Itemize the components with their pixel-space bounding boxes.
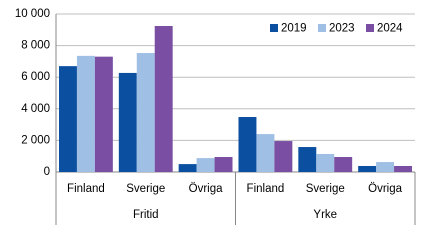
bar <box>136 53 155 172</box>
y-tick-label: 8 000 <box>21 40 50 52</box>
x-tick-label: Övriga <box>189 183 223 195</box>
bar <box>118 72 137 172</box>
bar <box>238 117 257 172</box>
chart: 0 2 000 4 000 6 000 8 000 10 000 Finland Sverig… <box>15 8 416 225</box>
bar <box>274 141 293 172</box>
y-tick-label: 10 000 <box>15 8 50 20</box>
bar <box>214 156 233 172</box>
bar <box>154 26 173 173</box>
x-tick-label: Sverige <box>126 183 165 195</box>
bar <box>298 147 317 172</box>
bar <box>196 158 215 172</box>
x-tick-label: Sverige <box>306 183 345 195</box>
legend-swatch <box>318 24 326 32</box>
bar <box>316 153 335 172</box>
legend-label: 2019 <box>281 23 307 35</box>
legend-label: 2024 <box>377 23 403 35</box>
bar <box>334 156 353 172</box>
bar <box>76 55 95 173</box>
y-tick-label: 2 000 <box>21 134 50 146</box>
y-tick-label: 6 000 <box>21 71 50 83</box>
bar <box>256 134 275 172</box>
x-tick-label: Finland <box>67 183 105 195</box>
bar <box>394 165 413 172</box>
x-tick-label: Övriga <box>368 183 402 195</box>
bar <box>178 164 197 172</box>
group-label: Yrke <box>313 209 337 221</box>
group-label: Fritid <box>133 209 159 221</box>
bar <box>58 66 77 172</box>
legend-swatch <box>270 24 278 32</box>
bar <box>358 165 377 172</box>
legend-swatch <box>366 24 374 32</box>
legend-label: 2023 <box>329 23 355 35</box>
y-tick-label: 4 000 <box>21 103 50 115</box>
bar <box>376 162 395 172</box>
bar <box>94 56 113 172</box>
y-tick-label: 0 <box>44 166 50 178</box>
x-tick-label: Finland <box>247 183 285 195</box>
